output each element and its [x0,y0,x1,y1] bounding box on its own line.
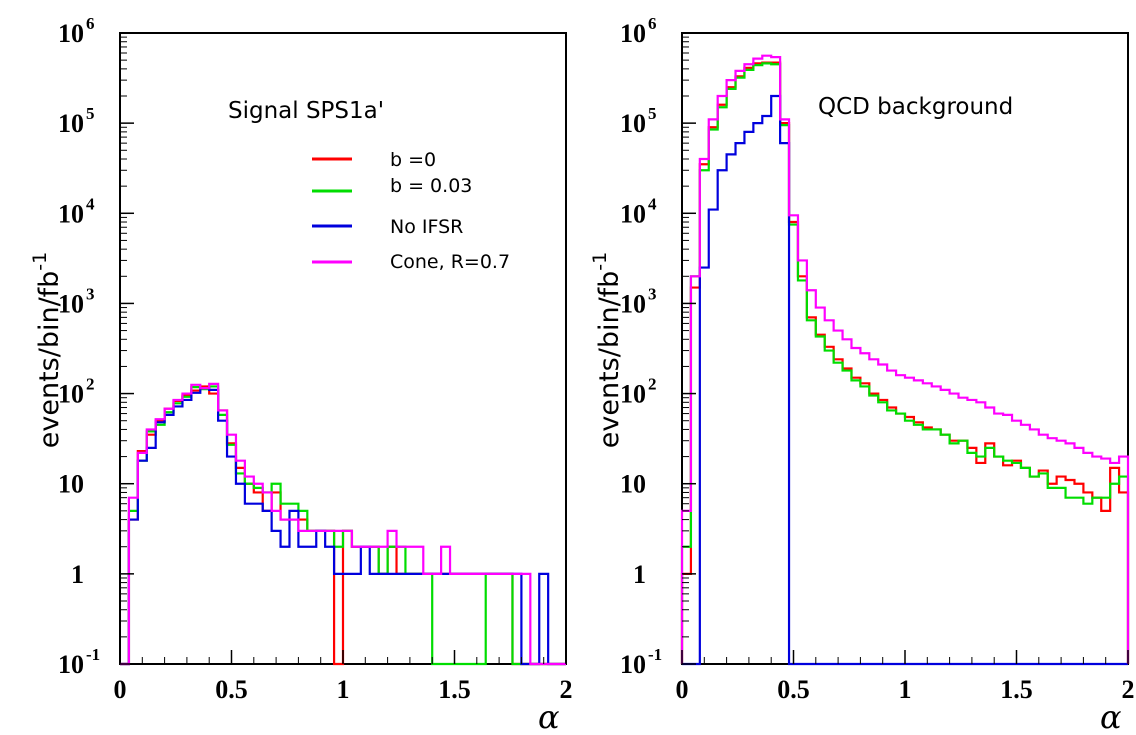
left-annotation: Signal SPS1a' [228,98,384,124]
right-ylabel-sup: -1 [589,252,611,271]
x-tick-label: 1 [899,675,912,704]
y-tick-exponent: 6 [86,14,95,33]
left-y-axis-title: events/bin/fb-1 [29,252,65,449]
y-tick-exponent: -1 [648,645,662,664]
y-tick-exponent: 2 [648,375,657,394]
right-y-axis-title: events/bin/fb-1 [589,252,625,449]
right-annotation: QCD background [818,94,1013,120]
x-tick-label: 1.5 [1000,675,1033,704]
legend-label-b003: b = 0.03 [390,175,472,197]
x-tick-label: 1 [337,675,350,704]
x-tick-label: 2 [560,675,573,704]
left-histograms [120,382,566,666]
histogram-series-0 [120,385,566,666]
y-tick-exponent: 3 [648,284,657,303]
left-x-axis-title: α [538,698,560,735]
y-tick-label: 10 [58,380,84,409]
histogram-series-1 [680,62,1130,664]
right-ylabel-main: events/bin/fb [594,271,625,449]
left-x-ticks: 0 0.5 1 1.5 2 [114,650,573,704]
y-tick-label: 10 [620,650,646,679]
y-tick-label: 1 [71,560,84,589]
y-tick-exponent: 5 [86,104,95,123]
x-tick-label: 0 [676,675,689,704]
y-tick-label: 10 [620,289,646,318]
svg-text:events/bin/fb-1: events/bin/fb-1 [29,252,65,449]
y-tick-exponent: 2 [86,375,95,394]
legend-label-b0: b =0 [390,149,436,171]
legend-label-noifsr: No IFSR [390,216,463,238]
histogram-series-0 [680,61,1130,664]
y-tick-label: 10 [58,289,84,318]
x-tick-label: 0.5 [215,675,248,704]
y-tick-exponent: 4 [648,194,657,213]
left-ylabel-sup: -1 [29,252,51,271]
y-tick-exponent: -1 [86,645,100,664]
right-histograms [680,54,1130,666]
histogram-series-3 [120,382,566,666]
y-tick-exponent: 4 [86,194,95,213]
y-tick-exponent: 6 [648,14,657,33]
legend-label-cone: Cone, R=0.7 [390,251,510,273]
right-plot-frame [681,32,1129,665]
x-tick-label: 0.5 [777,675,810,704]
y-tick-label: 10 [620,19,646,48]
y-tick-label: 10 [58,650,84,679]
y-tick-label: 10 [58,199,84,228]
x-tick-label: 2 [1122,675,1135,704]
y-tick-exponent: 3 [86,284,95,303]
y-tick-exponent: 5 [648,104,657,123]
y-tick-label: 10 [620,199,646,228]
y-tick-label: 10 [58,19,84,48]
y-tick-label: 10 [58,470,84,499]
histogram-series-3 [680,54,1130,664]
y-tick-label: 1 [633,560,646,589]
y-tick-label: 10 [620,380,646,409]
left-legend: b =0 b = 0.03 No IFSR Cone, R=0.7 [312,149,510,273]
histogram-series-2 [682,94,1128,666]
y-tick-label: 10 [58,109,84,138]
svg-text:events/bin/fb-1: events/bin/fb-1 [589,252,625,449]
y-tick-label: 10 [620,109,646,138]
right-x-axis-title: α [1100,698,1122,735]
y-tick-label: 10 [620,470,646,499]
right-x-ticks: 0 0.5 1 1.5 2 [676,650,1135,704]
left-ylabel-main: events/bin/fb [34,271,65,449]
x-tick-label: 1.5 [438,675,471,704]
x-tick-label: 0 [114,675,127,704]
